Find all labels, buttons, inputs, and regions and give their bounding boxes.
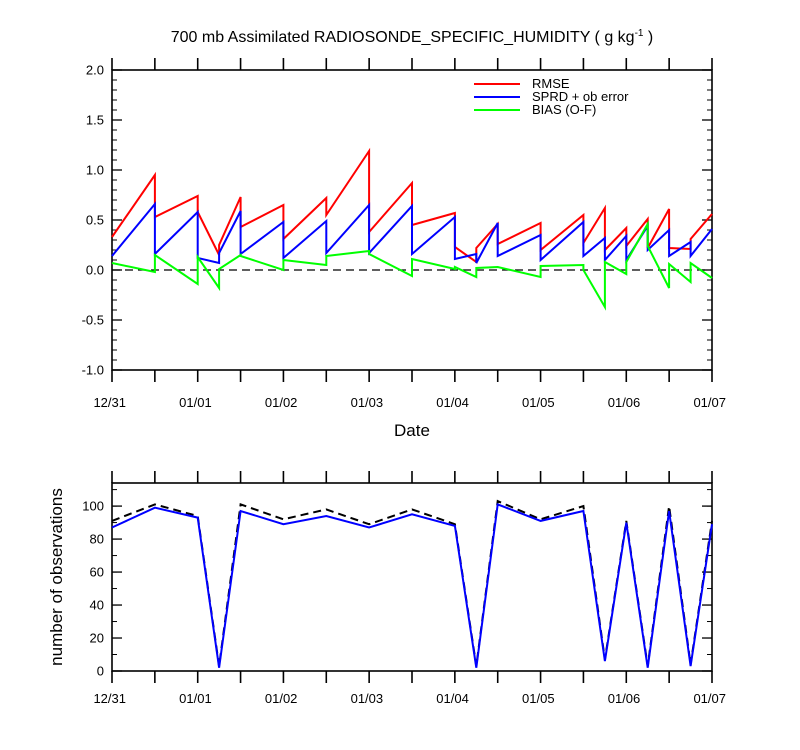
- x-tick-label: 12/31: [93, 691, 126, 706]
- legend-label: RMSE: [532, 76, 570, 91]
- x-tick-label: 01/06: [608, 395, 641, 410]
- y-tick-label: 40: [90, 598, 104, 613]
- x-tick-label: 01/01: [179, 691, 212, 706]
- rmse-series-line: [111, 147, 713, 264]
- x-tick-label: 01/04: [436, 691, 469, 706]
- y-tick-label: 0.5: [86, 213, 104, 228]
- legend-label: BIAS (O-F): [532, 102, 596, 117]
- x-tick-label: 01/03: [351, 691, 384, 706]
- legend-label: SPRD + ob error: [532, 89, 629, 104]
- x-tick-label: 01/02: [265, 395, 298, 410]
- x-tick-label: 01/06: [608, 691, 641, 706]
- x-tick-label: 01/01: [179, 395, 212, 410]
- y-tick-label: 1.5: [86, 113, 104, 128]
- x-tick-label: 01/02: [265, 691, 298, 706]
- y-tick-label: -1.0: [82, 363, 104, 378]
- title-text: 700 mb Assimilated RADIOSONDE_SPECIFIC_H…: [171, 29, 635, 46]
- top-x-axis-title: Date: [394, 421, 430, 440]
- observation-count-panel: 0 20 40 60 80 100 12/31 01/01 01/02 01/03 01/04 01/…: [82, 471, 726, 706]
- title-units-exponent: -1: [635, 28, 644, 39]
- y-tick-label: 20: [90, 631, 104, 646]
- bias-o-f-series-line: [111, 220, 713, 311]
- observations-possible-series-line: [111, 499, 713, 667]
- y-tick-label: 0.0: [86, 263, 104, 278]
- x-tick-label: 12/31: [93, 395, 126, 410]
- x-tick-label: 01/07: [693, 395, 726, 410]
- chart-title: 700 mb Assimilated RADIOSONDE_SPECIFIC_H…: [171, 28, 654, 46]
- y-tick-label: 0: [97, 664, 104, 679]
- y-tick-label: 1.0: [86, 163, 104, 178]
- y-tick-label: 100: [82, 499, 104, 514]
- x-tick-label: 01/05: [522, 395, 555, 410]
- y-tick-label: 2.0: [86, 63, 104, 78]
- x-tick-label: 01/03: [351, 395, 384, 410]
- title-close: ): [643, 29, 653, 46]
- y-tick-label: 60: [90, 565, 104, 580]
- y-tick-label: 80: [90, 532, 104, 547]
- x-tick-label: 01/07: [693, 691, 726, 706]
- bottom-y-axis-title: number of observations: [47, 488, 66, 666]
- humidity-stats-panel: -1.0 -0.5 0.0 0.5 1.0 1.5 2.0 12/31 01/01 01/02 01…: [82, 58, 726, 410]
- x-tick-label: 01/05: [522, 691, 555, 706]
- y-tick-label: -0.5: [82, 313, 104, 328]
- observations-used-series-line: [111, 503, 713, 668]
- x-tick-label: 01/04: [436, 395, 469, 410]
- plot-frame: [111, 482, 713, 672]
